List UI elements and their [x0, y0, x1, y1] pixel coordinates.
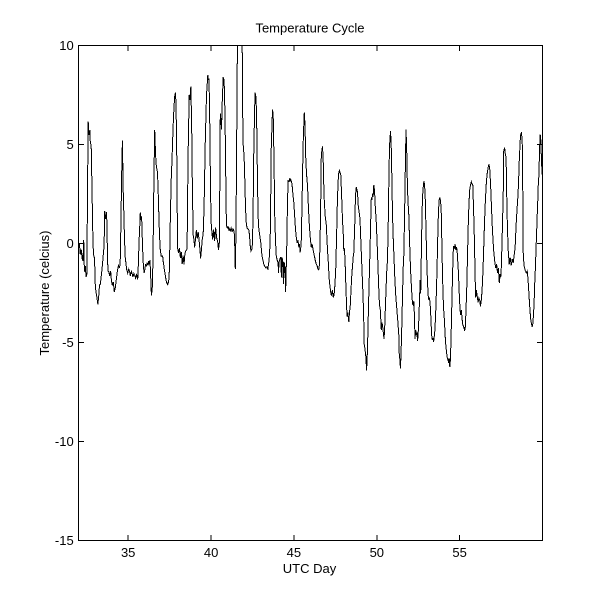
svg-text:10: 10	[59, 38, 73, 53]
svg-text:Temperature (celcius): Temperature (celcius)	[37, 231, 52, 356]
svg-text:55: 55	[452, 545, 466, 560]
svg-text:50: 50	[370, 545, 384, 560]
svg-text:5: 5	[66, 137, 73, 152]
svg-text:45: 45	[287, 545, 301, 560]
svg-text:35: 35	[121, 545, 135, 560]
svg-text:0: 0	[66, 236, 73, 251]
svg-text:-15: -15	[55, 533, 74, 548]
svg-text:Temperature Cycle: Temperature Cycle	[255, 21, 364, 36]
svg-text:-10: -10	[55, 434, 74, 449]
svg-text:UTC Day: UTC Day	[283, 561, 337, 576]
svg-text:40: 40	[204, 545, 218, 560]
svg-text:-5: -5	[62, 335, 74, 350]
